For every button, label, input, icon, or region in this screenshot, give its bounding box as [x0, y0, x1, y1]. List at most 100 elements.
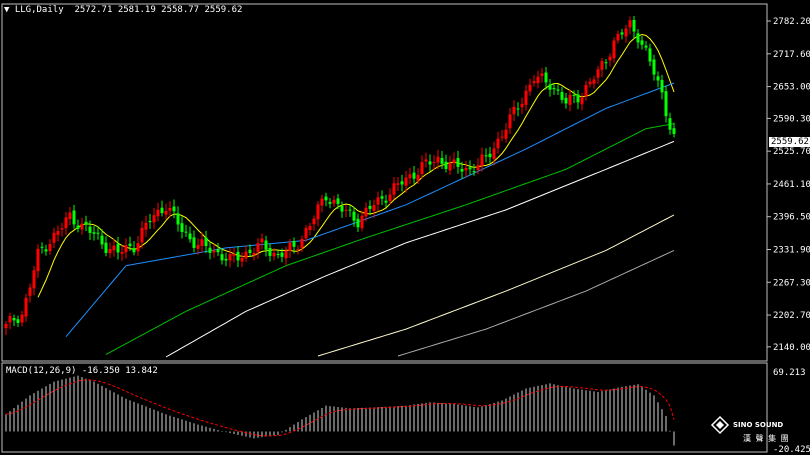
- candle-body: [452, 159, 456, 163]
- candle-body: [112, 245, 116, 251]
- symbol-period: LLG,Daily: [14, 5, 64, 15]
- candle-body: [240, 257, 244, 262]
- candle-body: [256, 243, 260, 253]
- candle-body: [188, 233, 192, 240]
- candle-body: [352, 211, 356, 221]
- candle-body: [16, 319, 20, 323]
- candle-body: [340, 205, 344, 212]
- candle-body: [156, 209, 160, 217]
- candle-body: [496, 138, 500, 149]
- candle-body: [500, 136, 504, 138]
- candle-body: [324, 196, 328, 201]
- macd-panel: 69.213 -20.425: [1, 362, 810, 455]
- candle-body: [588, 81, 592, 85]
- ma-line: [65, 82, 675, 338]
- candle-body: [152, 215, 156, 223]
- candle-body: [48, 244, 52, 252]
- candle-body: [412, 172, 416, 179]
- ohlc-values: 2572.71 2581.19 2558.77 2559.62: [74, 5, 243, 15]
- candle-body: [520, 103, 524, 108]
- candle-body: [196, 245, 200, 249]
- candle-body: [20, 314, 24, 323]
- candle-body: [428, 161, 432, 165]
- candle-body: [220, 254, 224, 261]
- candle-body: [400, 181, 404, 185]
- candle-body: [608, 56, 612, 61]
- candle-body: [140, 227, 144, 243]
- candle-body: [532, 81, 536, 83]
- candle-body: [168, 208, 172, 211]
- candle-body: [432, 162, 436, 164]
- candle-body: [404, 177, 408, 186]
- candle-body: [88, 226, 92, 233]
- candle-body: [512, 106, 516, 115]
- candle-body: [308, 225, 312, 230]
- candle-body: [244, 251, 248, 259]
- candle-body: [132, 248, 136, 253]
- candle-body: [80, 223, 84, 230]
- candle-body: [180, 223, 184, 233]
- candle-body: [600, 61, 604, 70]
- candle-body: [440, 158, 444, 164]
- candle-body: [568, 94, 572, 105]
- candle-body: [300, 238, 304, 248]
- price-tick-label: 2717.60: [773, 50, 810, 60]
- candle-body: [32, 270, 36, 289]
- candle-body: [556, 89, 560, 91]
- candle-body: [604, 62, 608, 64]
- candle-body: [232, 253, 236, 256]
- candle-body: [504, 129, 508, 139]
- candle-body: [616, 33, 620, 41]
- candle-body: [60, 228, 64, 230]
- current-price-label: 2559.62: [769, 137, 810, 147]
- candle-body: [640, 40, 644, 45]
- candle-body: [644, 45, 648, 48]
- candle-body: [436, 156, 440, 163]
- candle-body: [484, 155, 488, 157]
- candle-body: [672, 128, 676, 134]
- moving-averages: [37, 34, 675, 358]
- candle-body: [528, 84, 532, 92]
- candle-body: [40, 246, 44, 248]
- candle-body: [488, 153, 492, 158]
- ma-line: [37, 34, 675, 298]
- candle-body: [76, 225, 80, 229]
- candle-body: [68, 212, 72, 220]
- macd-signal: [5, 379, 675, 437]
- candle-body: [264, 240, 268, 250]
- candles: [4, 15, 676, 336]
- macd-label: MACD(12,26,9): [6, 366, 77, 376]
- candle-body: [184, 231, 188, 233]
- collapse-triangle-icon[interactable]: ▼: [4, 5, 10, 15]
- candle-body: [44, 249, 48, 252]
- candle-body: [396, 183, 400, 185]
- candle-body: [304, 228, 308, 239]
- candle-body: [280, 252, 284, 257]
- candle-body: [296, 248, 300, 250]
- candle-body: [208, 247, 212, 253]
- candle-body: [120, 252, 124, 254]
- candle-body: [136, 243, 140, 252]
- candle-body: [652, 59, 656, 75]
- candle-body: [224, 258, 228, 261]
- main-frame: [1, 3, 768, 362]
- candle-body: [104, 242, 108, 253]
- candle-body: [268, 247, 272, 257]
- candle-body: [448, 162, 452, 171]
- candle-body: [108, 248, 112, 254]
- price-tick-label: 2461.10: [773, 180, 810, 190]
- candle-body: [580, 97, 584, 105]
- candle-body: [540, 73, 544, 77]
- candle-body: [420, 162, 424, 175]
- candle-body: [52, 232, 56, 243]
- candle-body: [56, 230, 60, 235]
- candle-body: [548, 84, 552, 90]
- candle-body: [164, 210, 168, 215]
- candle-body: [564, 97, 568, 104]
- candle-body: [292, 241, 296, 247]
- candle-body: [464, 167, 468, 171]
- candle-body: [544, 72, 548, 83]
- candle-body: [368, 205, 372, 209]
- candle-body: [200, 239, 204, 246]
